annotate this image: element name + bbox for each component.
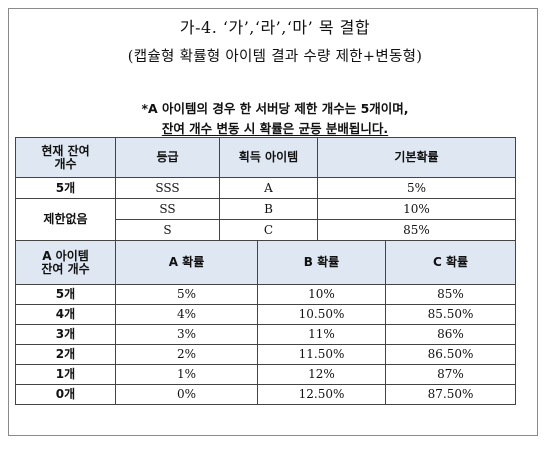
cell-probability: 10%: [317, 198, 516, 220]
cell-a-probability: 2%: [115, 344, 258, 365]
cell-a-probability: 1%: [115, 364, 258, 385]
cell-count: 1개: [15, 364, 116, 385]
header-b-probability: B 확률: [257, 240, 386, 285]
cell-grade: S: [115, 219, 220, 241]
cell-a-probability: 4%: [115, 304, 258, 325]
cell-b-probability: 12%: [257, 364, 386, 385]
cell-a-probability: 0%: [115, 384, 258, 405]
cell-count: 3개: [15, 324, 116, 345]
cell-b-probability: 12.50%: [257, 384, 386, 405]
cell-c-probability: 85.50%: [385, 304, 516, 325]
cell-a-probability: 3%: [115, 324, 258, 345]
table-header-row: A 아이템 잔여 개수 A 확률 B 확률 C 확률: [15, 240, 516, 285]
cell-count: 2개: [15, 344, 116, 365]
header-a-item-remaining: A 아이템 잔여 개수: [15, 240, 116, 285]
header-acquired-item: 획득 아이템: [219, 137, 318, 178]
cell-b-probability: 10.50%: [257, 304, 386, 325]
page-subtitle: (캡슐형 확률형 아이템 결과 수량 제한+변동형): [127, 49, 423, 65]
document-frame: [8, 8, 538, 436]
note-line-2: 잔여 개수 변동 시 확률은 균등 분배됩니다.: [0, 118, 550, 137]
table-row: 2개 2% 11.50% 86.50%: [15, 344, 516, 365]
table-row: 0개 0% 12.50% 87.50%: [15, 384, 516, 405]
variable-probability-table: A 아이템 잔여 개수 A 확률 B 확률 C 확률 5개 5% 10% 85%…: [15, 240, 516, 405]
base-probability-table: 현재 잔여 개수 등급 획득 아이템 기본확률 5개 SSS A 5% 제한없음…: [15, 137, 516, 241]
cell-grade: SS: [115, 198, 220, 220]
header-a-probability: A 확률: [115, 240, 258, 285]
page-title: 가-4. ‘가’,‘라’,‘마’ 목 결합: [179, 18, 371, 37]
cell-count-unlimited: 제한없음: [15, 198, 116, 241]
table-row: S C 85%: [16, 219, 516, 241]
cell-c-probability: 86.50%: [385, 344, 516, 365]
table-row: 5개 5% 10% 85%: [15, 284, 516, 305]
cell-c-probability: 87.50%: [385, 384, 516, 405]
header-remaining-count: 현재 잔여 개수: [15, 137, 116, 178]
table-row: 3개 3% 11% 86%: [15, 324, 516, 345]
cell-a-probability: 5%: [115, 284, 258, 305]
table-header-row: 현재 잔여 개수 등급 획득 아이템 기본확률: [15, 137, 516, 178]
cell-count: 4개: [15, 304, 116, 325]
header-base-probability: 기본확률: [317, 137, 516, 178]
table-row: 1개 1% 12% 87%: [15, 364, 516, 385]
table-row: 5개 SSS A 5%: [15, 177, 516, 199]
cell-b-probability: 11%: [257, 324, 386, 345]
cell-c-probability: 86%: [385, 324, 516, 345]
cell-probability: 5%: [317, 177, 516, 199]
cell-count: 0개: [15, 384, 116, 405]
cell-probability: 85%: [317, 219, 516, 241]
cell-item: B: [219, 198, 318, 220]
header-grade: 등급: [115, 137, 220, 178]
cell-grade: SSS: [115, 177, 220, 199]
cell-c-probability: 85%: [385, 284, 516, 305]
cell-item: A: [219, 177, 318, 199]
cell-b-probability: 10%: [257, 284, 386, 305]
cell-item: C: [219, 219, 318, 241]
note-line-2-text: 잔여 개수 변동 시 확률은 균등 분배됩니다.: [161, 121, 389, 136]
cell-c-probability: 87%: [385, 364, 516, 385]
cell-count: 5개: [15, 177, 116, 199]
note-line-1: *A 아이템의 경우 한 서버당 제한 개수는 5개이며,: [141, 101, 409, 116]
cell-b-probability: 11.50%: [257, 344, 386, 365]
cell-count: 5개: [15, 284, 116, 305]
table-row: 제한없음 SS B 10%: [15, 198, 516, 241]
header-c-probability: C 확률: [385, 240, 516, 285]
table-row: 4개 4% 10.50% 85.50%: [15, 304, 516, 325]
